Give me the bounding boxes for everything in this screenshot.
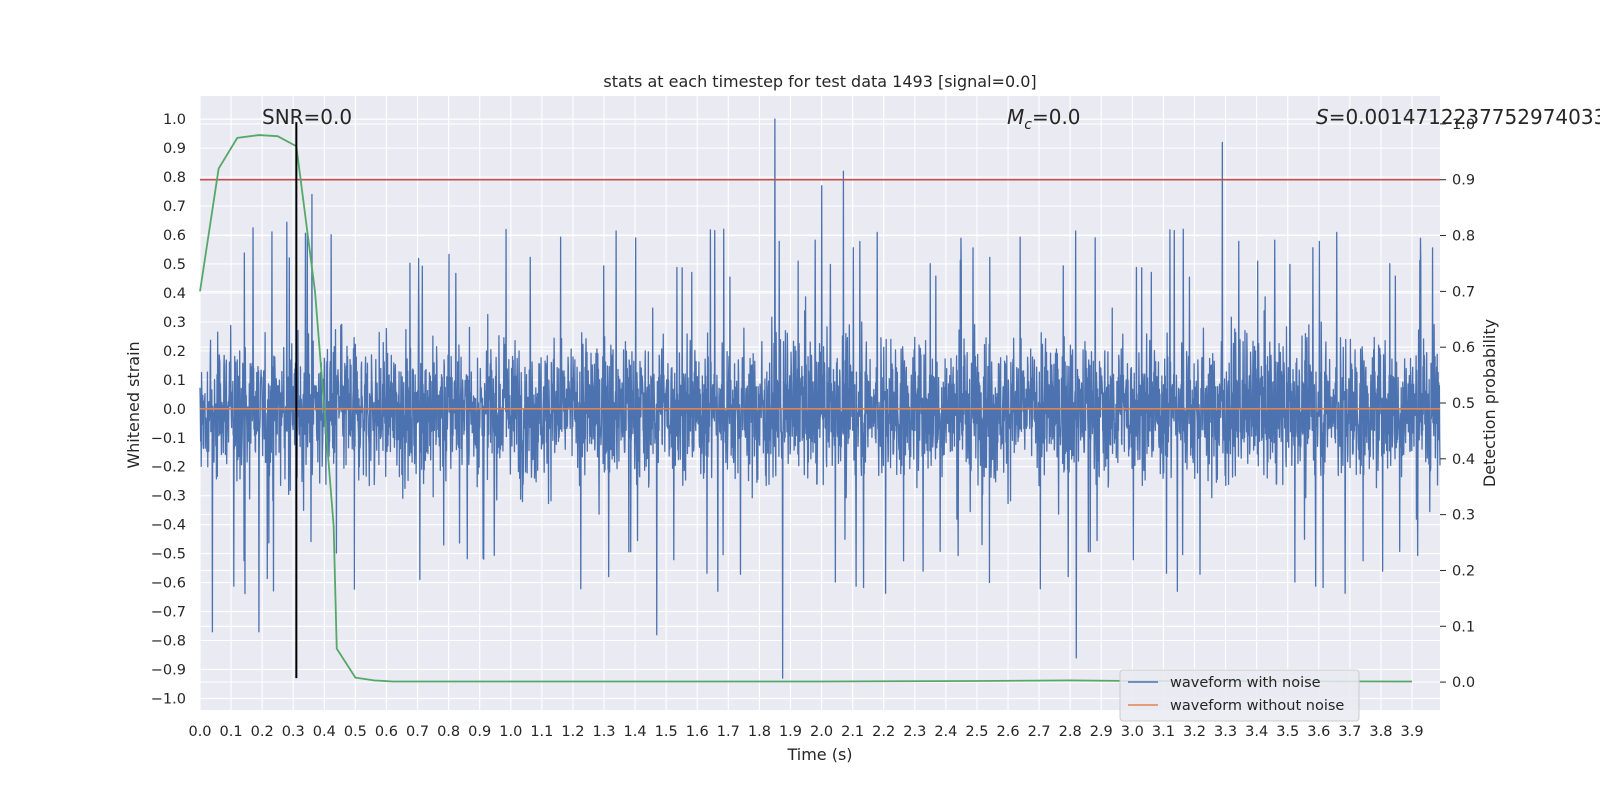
y-tick-label: 0.7 (163, 199, 186, 215)
y2-axis-label: Detection probability (1480, 319, 1499, 487)
y-axis-label: Whitened strain (124, 341, 143, 468)
y2-tick-label: 0.9 (1452, 173, 1475, 189)
chart-title: stats at each timestep for test data 149… (603, 72, 1036, 91)
x-tick-label: 3.5 (1276, 724, 1299, 740)
y-tick-label: 0.3 (163, 315, 186, 331)
x-tick-label: 0.6 (375, 724, 398, 740)
x-tick-label: 0.2 (251, 724, 274, 740)
x-tick-label: 2.1 (841, 724, 864, 740)
series-detection-probability (199, 134, 1413, 683)
y2-tick-label: 0.8 (1452, 229, 1475, 245)
x-tick-label: 3.6 (1307, 724, 1330, 740)
y2-tick-label: 0.0 (1452, 675, 1475, 691)
y-tick-label: −0.2 (151, 460, 186, 476)
y-tick-label: 0.4 (163, 286, 186, 302)
y2-tick-label: 0.7 (1452, 284, 1475, 300)
y2-tick-label: 0.5 (1452, 396, 1475, 412)
y2-tick-label: 0.1 (1452, 619, 1475, 635)
y2-tick-label: 0.6 (1452, 340, 1475, 356)
x-tick-label: 2.9 (1090, 724, 1113, 740)
x-tick-label: 3.1 (1152, 724, 1175, 740)
x-tick-label: 0.8 (437, 724, 460, 740)
y2-tick-label: 0.3 (1452, 508, 1475, 524)
series-waveform-with-noise (199, 118, 1441, 679)
y2-tick-label: 0.2 (1452, 563, 1475, 579)
x-tick-label: 0.9 (468, 724, 491, 740)
x-tick-label: 2.7 (1028, 724, 1051, 740)
y-tick-label: 0.5 (163, 257, 186, 273)
y-tick-label: −0.3 (151, 489, 186, 505)
x-tick-label: 3.7 (1338, 724, 1361, 740)
y-tick-label: −0.5 (151, 547, 186, 563)
x-tick-label: 2.2 (872, 724, 895, 740)
x-tick-label: 2.3 (903, 724, 926, 740)
y2-tick-label: 0.4 (1452, 452, 1475, 468)
x-tick-label: 0.0 (188, 724, 211, 740)
y-ticks: 1.0 0.9 0.8 0.7 0.6 0.5 0.4 0.3 0.2 0.1 0.0 −0.1 −0.… (151, 112, 186, 707)
x-tick-label: 1.2 (561, 724, 584, 740)
x-tick-label: 1.6 (686, 724, 709, 740)
snr-annotation: SNR=0.0 (262, 105, 352, 129)
x-tick-label: 0.5 (344, 724, 367, 740)
x-ticks: 0.0 0.1 0.2 0.3 0.4 0.5 0.6 0.7 0.8 0.9 1.0 1.1 1.2 1… (188, 724, 1423, 740)
x-tick-label: 0.4 (313, 724, 336, 740)
x-tick-label: 1.8 (748, 724, 771, 740)
x-tick-label: 3.8 (1369, 724, 1392, 740)
x-tick-label: 0.3 (282, 724, 305, 740)
x-tick-label: 2.8 (1059, 724, 1082, 740)
x-tick-label: 1.1 (530, 724, 553, 740)
x-tick-label: 3.4 (1245, 724, 1268, 740)
x-tick-label: 1.0 (499, 724, 522, 740)
x-tick-label: 0.1 (220, 724, 243, 740)
x-tick-label: 1.7 (717, 724, 740, 740)
y-tick-label: −0.9 (151, 662, 186, 678)
x-tick-label: 3.9 (1400, 724, 1423, 740)
x-tick-label: 2.4 (934, 724, 957, 740)
series-layer (199, 118, 1441, 683)
x-tick-label: 1.5 (655, 724, 678, 740)
y-tick-label: 1.0 (163, 112, 186, 128)
y-tick-label: 0.6 (163, 228, 186, 244)
y-tick-label: 0.9 (163, 141, 186, 157)
x-tick-label: 3.2 (1183, 724, 1206, 740)
legend-label-noise: waveform with noise (1170, 675, 1321, 691)
x-tick-label: 1.4 (624, 724, 647, 740)
y-tick-label: −0.7 (151, 605, 186, 621)
s-annotation: S=0.0014712237752974033 (1316, 105, 1600, 129)
y-tick-label: 0.8 (163, 170, 186, 186)
legend: waveform with noise waveform without noi… (1119, 669, 1360, 722)
y-tick-label: −0.8 (151, 633, 186, 649)
x-tick-label: 2.0 (810, 724, 833, 740)
x-tick-label: 3.3 (1214, 724, 1237, 740)
x-tick-label: 1.9 (779, 724, 802, 740)
y2-ticks: 1.0 0.9 0.8 0.7 0.6 0.5 0.4 0.3 0.2 0.1 0.0 (1440, 117, 1475, 691)
y2-tick-label: 1.0 (1452, 117, 1475, 133)
y-tick-label: 0.0 (163, 402, 186, 418)
y-tick-label: −1.0 (151, 691, 186, 707)
y-tick-label: 0.1 (163, 373, 186, 389)
y-tick-label: 0.2 (163, 344, 186, 360)
mc-annotation: Mc=0.0 (1007, 105, 1081, 133)
x-tick-label: 2.6 (996, 724, 1019, 740)
x-tick-label: 0.7 (406, 724, 429, 740)
legend-box (1119, 669, 1360, 722)
x-tick-label: 1.3 (592, 724, 615, 740)
x-tick-label: 2.5 (965, 724, 988, 740)
x-tick-label: 3.0 (1121, 724, 1144, 740)
y-tick-label: −0.4 (151, 518, 186, 534)
y-tick-label: −0.1 (151, 431, 186, 447)
y-tick-label: −0.6 (151, 576, 186, 592)
legend-label-clean: waveform without noise (1170, 698, 1344, 714)
x-axis-label: Time (s) (786, 745, 852, 764)
